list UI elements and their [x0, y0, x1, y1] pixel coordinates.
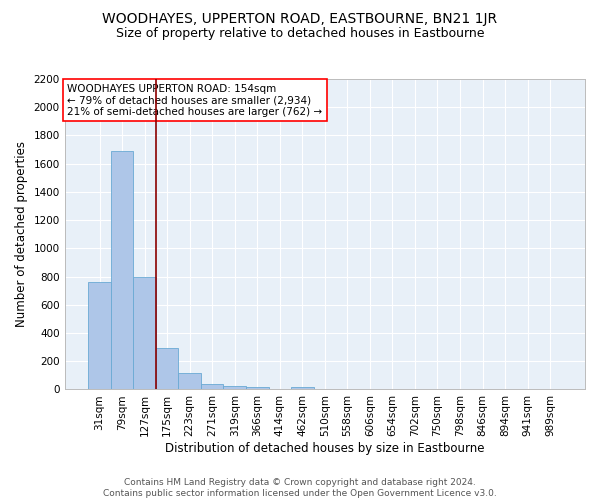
- Bar: [178, 372, 201, 390]
- Y-axis label: Number of detached properties: Number of detached properties: [15, 141, 28, 327]
- Text: Size of property relative to detached houses in Eastbourne: Size of property relative to detached ho…: [116, 28, 484, 40]
- Bar: [291, 386, 314, 390]
- X-axis label: Distribution of detached houses by size in Eastbourne: Distribution of detached houses by size …: [165, 442, 485, 455]
- Bar: [223, 386, 246, 390]
- Bar: [111, 151, 133, 390]
- Bar: [156, 348, 178, 390]
- Text: Contains HM Land Registry data © Crown copyright and database right 2024.
Contai: Contains HM Land Registry data © Crown c…: [103, 478, 497, 498]
- Text: WOODHAYES, UPPERTON ROAD, EASTBOURNE, BN21 1JR: WOODHAYES, UPPERTON ROAD, EASTBOURNE, BN…: [103, 12, 497, 26]
- Bar: [201, 384, 223, 390]
- Text: WOODHAYES UPPERTON ROAD: 154sqm
← 79% of detached houses are smaller (2,934)
21%: WOODHAYES UPPERTON ROAD: 154sqm ← 79% of…: [67, 84, 322, 117]
- Bar: [246, 386, 269, 390]
- Bar: [88, 282, 111, 390]
- Bar: [133, 276, 156, 390]
